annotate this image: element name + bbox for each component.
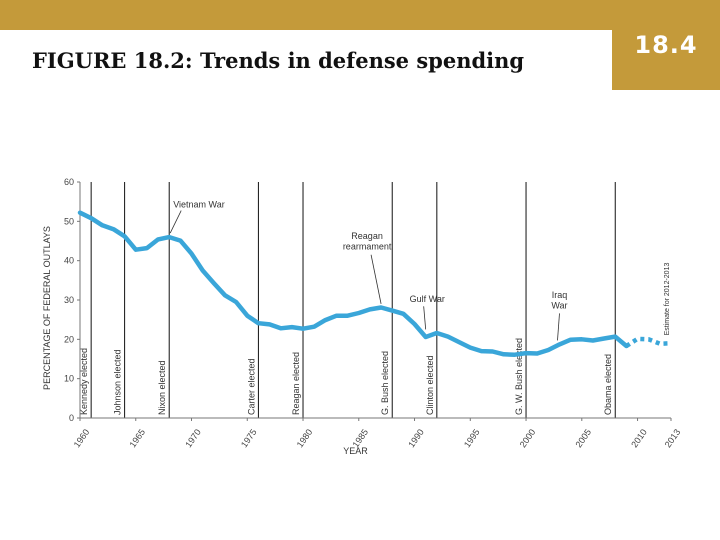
x-tick-label: 2010 bbox=[629, 427, 649, 449]
defense-spending-chart: Kennedy elected Johnson elected Nixon elec… bbox=[42, 177, 680, 456]
defense-spending-line bbox=[77, 210, 629, 357]
section-badge: 18.4 bbox=[612, 0, 720, 90]
chart-series bbox=[77, 210, 672, 357]
annotation-reagan-line1: Reagan bbox=[351, 231, 383, 241]
y-tick-label: 50 bbox=[64, 216, 74, 226]
annotation-iraq-line2: War bbox=[551, 301, 567, 311]
top-accent-band bbox=[0, 0, 720, 30]
x-tick-label: 1970 bbox=[183, 427, 203, 449]
annotation-vietnam-war: Vietnam War bbox=[173, 200, 225, 210]
y-tick-label: 40 bbox=[64, 256, 74, 266]
annotation-pointer bbox=[423, 306, 427, 330]
x-tick-label: 1995 bbox=[462, 427, 482, 449]
y-tick-label: 0 bbox=[69, 413, 74, 423]
x-tick-label: 1990 bbox=[406, 427, 426, 449]
election-label: Carter elected bbox=[246, 358, 256, 415]
annotation-pointer bbox=[169, 210, 182, 234]
y-axis-title: PERCENTAGE OF FEDERAL OUTLAYS bbox=[42, 226, 52, 390]
annotation-reagan-line2: rearmament bbox=[343, 242, 392, 252]
x-tick-label: 1965 bbox=[127, 427, 147, 449]
election-label: G. Bush elected bbox=[380, 351, 390, 415]
election-label: G. W. Bush elected bbox=[514, 338, 524, 415]
annotation-pointer bbox=[557, 313, 560, 341]
election-label: Clinton elected bbox=[425, 355, 435, 415]
x-tick-label: 2005 bbox=[573, 427, 593, 449]
x-tick-label: 2013 bbox=[663, 427, 680, 449]
election-label: Johnson elected bbox=[113, 349, 123, 415]
election-label: Reagan elected bbox=[291, 352, 301, 415]
annotation-pointer bbox=[370, 254, 382, 304]
y-tick-label: 30 bbox=[64, 295, 74, 305]
y-tick-label: 60 bbox=[64, 177, 74, 187]
estimate-line bbox=[625, 336, 672, 348]
y-tick-label: 20 bbox=[64, 334, 74, 344]
x-tick-label: 1980 bbox=[295, 427, 315, 449]
y-tick-label: 10 bbox=[64, 374, 74, 384]
election-label: Kennedy elected bbox=[79, 348, 89, 415]
annotation-estimate: Estimate for 2012-2013 bbox=[664, 263, 671, 336]
x-axis-title: YEAR bbox=[343, 446, 368, 456]
annotation-iraq-line1: Iraq bbox=[552, 290, 568, 300]
slide-title: FIGURE 18.2: Trends in defense spending bbox=[32, 48, 525, 73]
annotation-gulf-war: Gulf War bbox=[410, 294, 445, 304]
election-label: Nixon elected bbox=[157, 360, 167, 415]
x-tick-label: 2000 bbox=[518, 427, 538, 449]
election-markers: Kennedy elected Johnson elected Nixon elec… bbox=[79, 182, 616, 418]
x-tick-label: 1960 bbox=[72, 427, 92, 449]
election-label: Obama elected bbox=[603, 354, 613, 415]
x-tick-label: 1975 bbox=[239, 427, 259, 449]
